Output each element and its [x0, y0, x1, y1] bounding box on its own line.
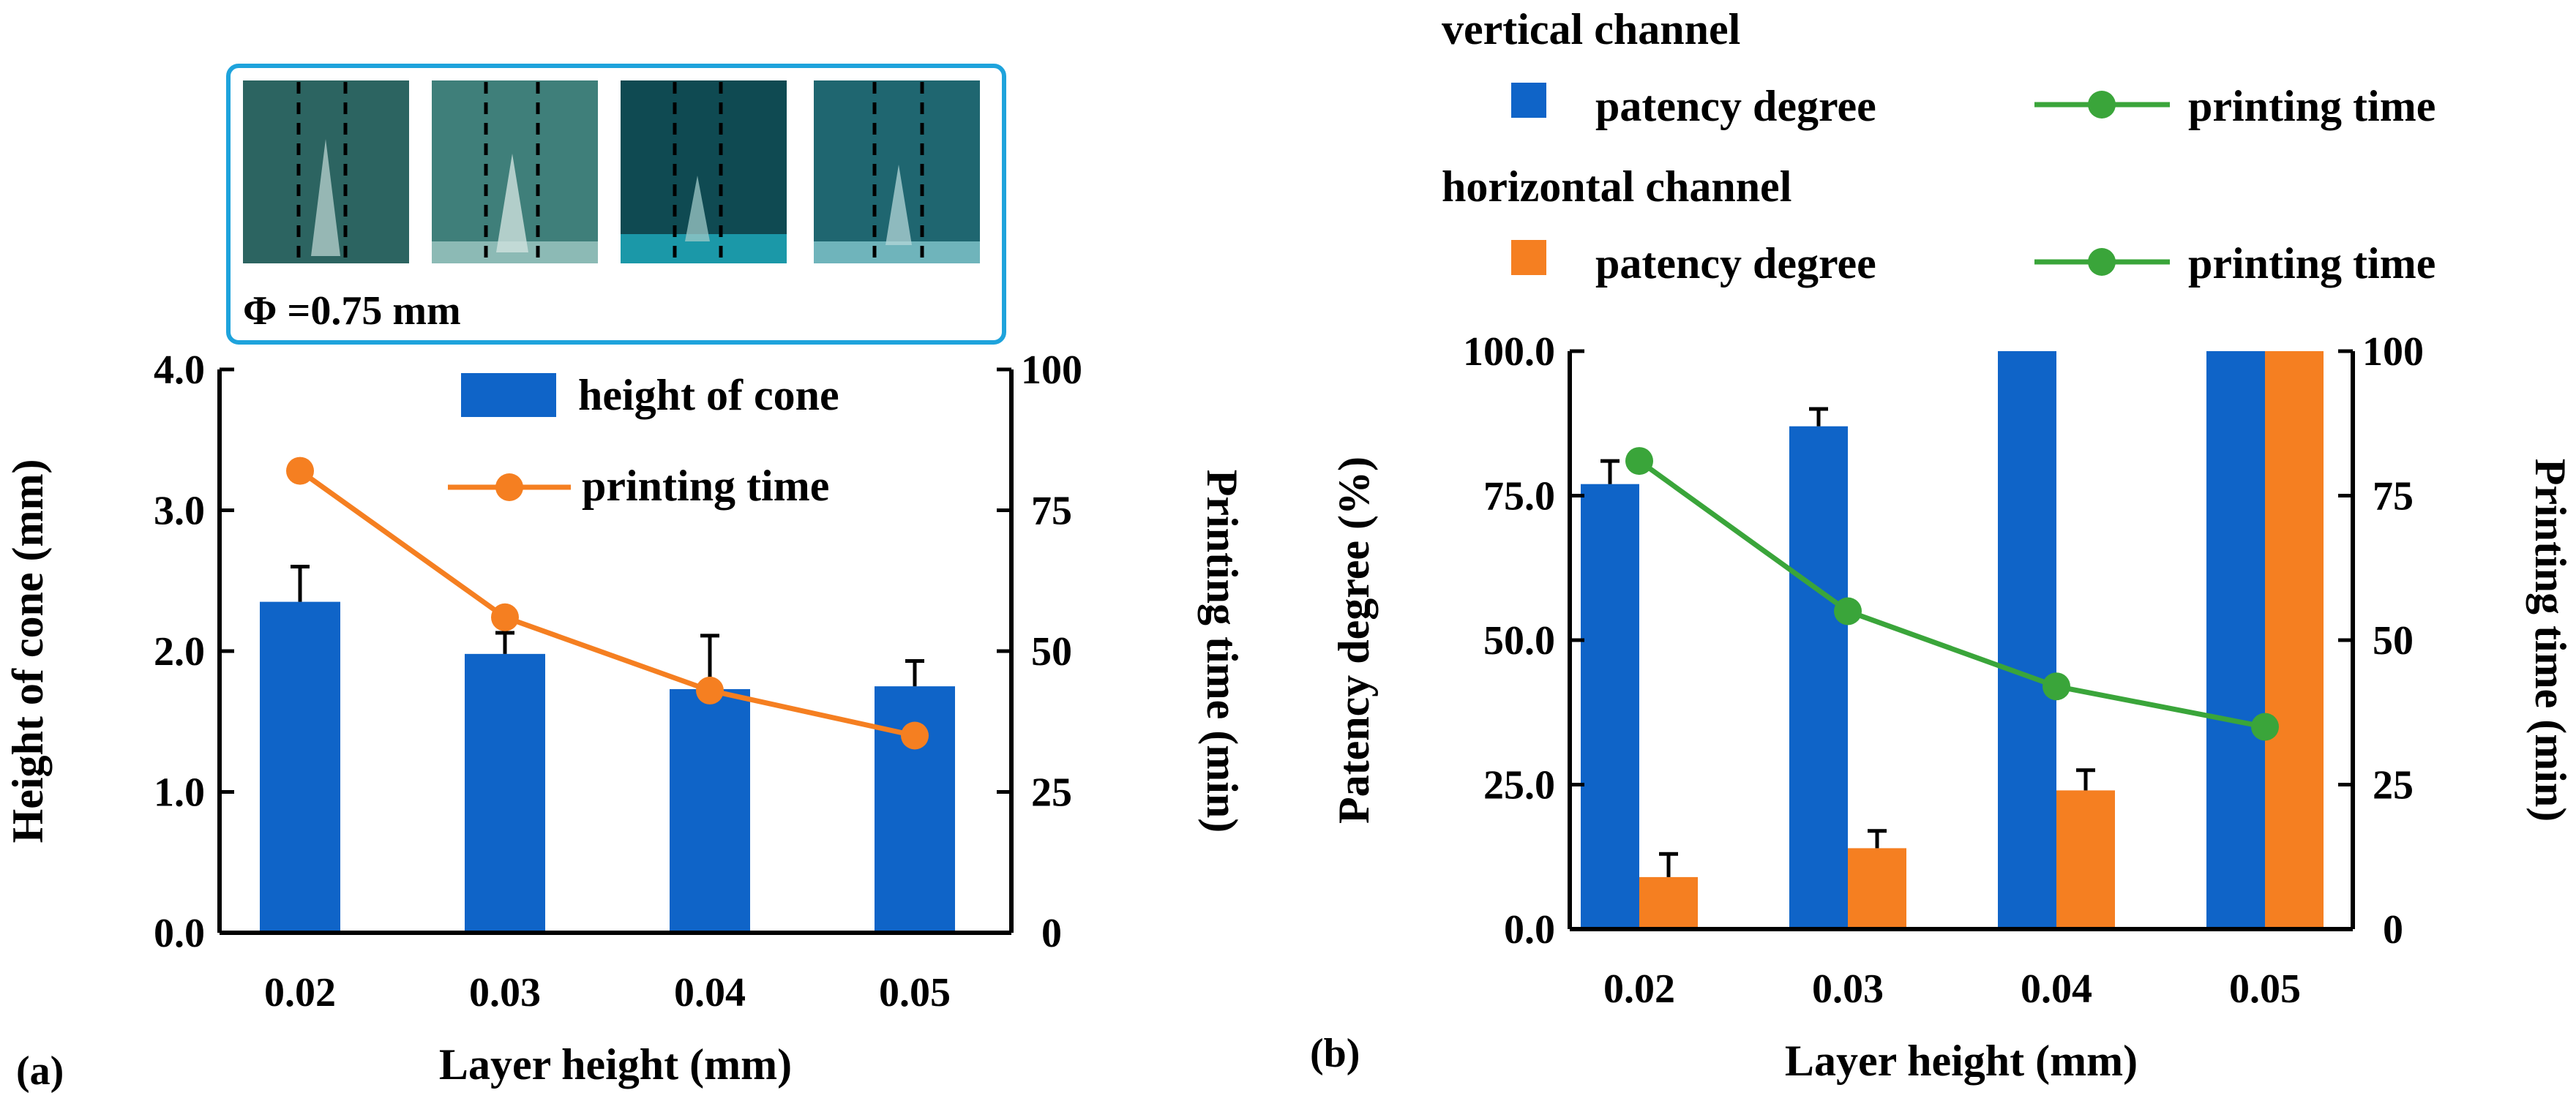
- chart-b-bars: [1581, 351, 2324, 929]
- legend-line-label: printing time: [2188, 239, 2435, 288]
- y2-tick-label: 75: [2373, 474, 2414, 519]
- y-axis-title: Patency degree (%): [1330, 457, 1378, 824]
- y-tick-label: 75.0: [1483, 474, 1555, 519]
- y2-tick-label: 50: [2373, 618, 2414, 664]
- line-point: [696, 676, 724, 705]
- chart-b: 0.0 25.0 50.0 75.0 100.0 0 25 50 75 100 0.02 0.03 0.…: [1330, 5, 2575, 1085]
- legend-line-label: printing time: [2188, 82, 2435, 130]
- x-tick-label: 0.02: [264, 970, 336, 1015]
- bar: [2265, 351, 2324, 929]
- y-tick-label: 25.0: [1483, 763, 1555, 808]
- legend-bar-label: height of cone: [578, 371, 839, 419]
- y2-axis-title: Printing time (min): [1198, 470, 1246, 833]
- y-tick-label: 1.0: [154, 770, 205, 816]
- line-point: [286, 457, 314, 485]
- legend-bar-swatch: [1511, 83, 1546, 118]
- y-tick-label: 0.0: [154, 911, 205, 956]
- bar: [1789, 426, 1848, 929]
- y2-tick-label: 25: [1031, 770, 1072, 816]
- chart-b-axes: 0.0 25.0 50.0 75.0 100.0 0 25 50 75 100 0.02 0.03 0.…: [1463, 329, 2424, 1012]
- y2-tick-label: 100: [2362, 329, 2424, 375]
- cone-photo-3: [621, 80, 787, 263]
- bar: [260, 601, 340, 933]
- legend-bar-label: patency degree: [1595, 82, 1876, 130]
- panel-b-label: (b): [1310, 1031, 1360, 1076]
- line-point: [2251, 713, 2279, 741]
- y2-tick-label: 25: [2373, 763, 2414, 808]
- x-tick-label: 0.03: [1812, 966, 1884, 1012]
- cone-photo-4: [814, 80, 980, 263]
- x-axis-title: Layer height (mm): [439, 1040, 792, 1089]
- y-tick-label: 2.0: [154, 629, 205, 675]
- bar: [2056, 790, 2115, 929]
- line-point: [1834, 597, 1862, 626]
- series-line: [298, 468, 916, 738]
- y2-axis-title: Printing time (min): [2526, 459, 2575, 822]
- chart-b-errorbars: [1600, 407, 2095, 877]
- x-tick-label: 0.05: [879, 970, 951, 1015]
- line-point: [491, 603, 519, 631]
- legend-group-title: horizontal channel: [1442, 162, 1791, 211]
- cone-photo-1: [243, 80, 409, 263]
- y-tick-label: 50.0: [1483, 618, 1555, 664]
- y2-tick-label: 50: [1031, 629, 1072, 675]
- chart-a-axes: 0.0 1.0 2.0 3.0 4.0 0 25 50 75 100 0.02 0.03 0.04 0.0…: [154, 348, 1082, 1015]
- legend-line-label: printing time: [582, 462, 829, 510]
- y2-tick-label: 75: [1031, 489, 1072, 534]
- chart-b-labels: Layer height (mm) Patency degree (%) Print…: [1330, 457, 2575, 1085]
- x-tick-label: 0.05: [2229, 966, 2301, 1012]
- y-tick-label: 0.0: [1504, 907, 1555, 953]
- bar: [2206, 351, 2265, 929]
- y-tick-label: 3.0: [154, 489, 205, 534]
- y2-tick-label: 0: [2383, 907, 2403, 953]
- inset-border: [226, 64, 1006, 345]
- chart-a-legend: height of cone printing time: [448, 371, 839, 510]
- y-axis-title: Height of cone (mm): [4, 459, 52, 844]
- chart-a: 0.0 1.0 2.0 3.0 4.0 0 25 50 75 100 0.02 0.03 0.04 0.0…: [4, 348, 1246, 1089]
- panel-a-label: (a): [16, 1048, 64, 1094]
- bar: [1581, 484, 1639, 929]
- x-tick-label: 0.04: [674, 970, 746, 1015]
- series-line: [1637, 459, 2266, 729]
- y-tick-label: 100.0: [1463, 329, 1555, 375]
- line-point: [901, 721, 929, 750]
- bar: [1639, 876, 1698, 929]
- x-tick-label: 0.02: [1603, 966, 1675, 1012]
- y2-tick-label: 0: [1041, 911, 1062, 956]
- line-point: [2043, 672, 2070, 701]
- chart-a-bars: [260, 601, 955, 933]
- chart-a-errorbars: [291, 565, 924, 689]
- legend-group-title: vertical channel: [1442, 5, 1740, 53]
- bar: [465, 653, 545, 933]
- legend-line-marker: [2088, 248, 2116, 276]
- chart-a-line: [286, 457, 929, 750]
- legend-bar-swatch: [461, 373, 556, 417]
- cone-photo-2: [432, 80, 598, 263]
- y-tick-label: 4.0: [154, 348, 205, 393]
- legend-bar-label: patency degree: [1595, 239, 1876, 288]
- bar: [1998, 351, 2056, 929]
- inset-label: Φ =0.75 mm: [243, 288, 461, 334]
- y2-tick-label: 100: [1021, 348, 1082, 393]
- legend-line-marker: [2088, 91, 2116, 119]
- x-tick-label: 0.04: [2021, 966, 2092, 1012]
- inset-photos: [243, 80, 980, 263]
- x-axis-title: Layer height (mm): [1785, 1037, 2138, 1085]
- bar: [1848, 848, 1906, 929]
- chart-b-legend: vertical channel patency degree printing t…: [1442, 5, 2435, 288]
- bar: [670, 688, 750, 933]
- x-tick-label: 0.03: [469, 970, 541, 1015]
- line-point: [1625, 447, 1653, 476]
- inset: Φ =0.75 mm: [226, 64, 1006, 345]
- legend-line-marker: [495, 473, 523, 501]
- chart-a-labels: Layer height (mm) Height of cone (mm) Prin…: [4, 459, 1246, 1089]
- chart-b-line: [1625, 447, 2279, 741]
- legend-bar-swatch: [1511, 240, 1546, 275]
